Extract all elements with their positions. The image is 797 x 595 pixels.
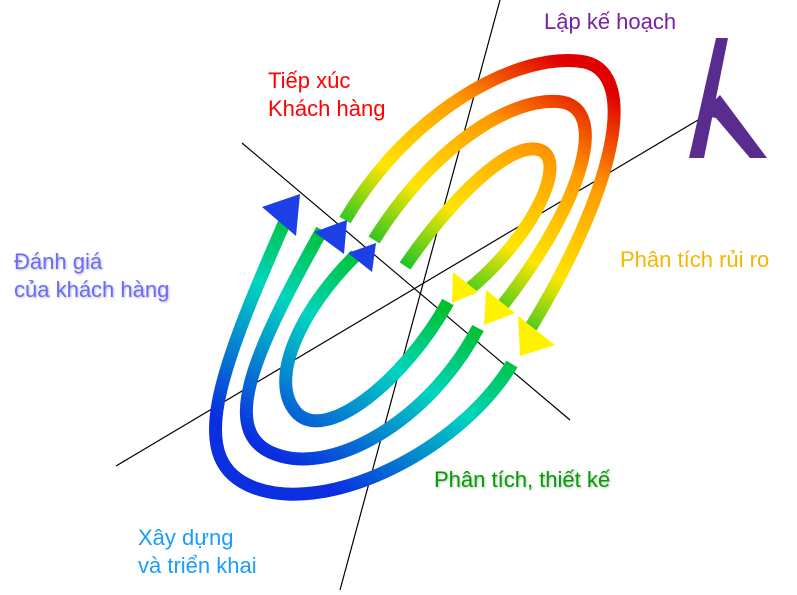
spiral-loop-inner xyxy=(279,250,454,428)
label-planning: Lập kế hoạch xyxy=(544,9,677,34)
arrowhead-middle-yellow xyxy=(484,290,515,325)
spiral-loop-outer xyxy=(209,207,518,501)
arrowhead-inner-yellow xyxy=(452,272,478,303)
blue-arrowheads xyxy=(262,194,376,272)
axis-line-diagonal-left xyxy=(241,142,571,421)
arrowhead-outer-yellow xyxy=(518,316,555,356)
axis-line-vertical xyxy=(339,0,501,591)
label-build-deploy-line2: và triển khai xyxy=(138,553,257,578)
yellow-arrowheads xyxy=(452,272,555,356)
label-customer-contact: Tiếp xúc Khách hàng xyxy=(268,67,385,123)
label-customer-evaluation-line2: của khách hàng xyxy=(14,277,170,302)
arrowhead-outer-blue xyxy=(262,194,300,236)
label-build-deploy-line1: Xây dựng xyxy=(138,525,234,550)
arrowhead-middle-blue xyxy=(314,220,347,254)
label-build-deploy: Xây dựng và triển khai xyxy=(138,524,257,580)
label-customer-contact-line1: Tiếp xúc xyxy=(268,68,351,93)
label-customer-evaluation-line1: Đánh giá xyxy=(14,249,103,274)
arrowhead-inner-blue xyxy=(348,243,376,272)
spiral-loops xyxy=(209,54,621,501)
label-customer-contact-line2: Khách hàng xyxy=(268,96,386,121)
h-letter-logo-icon xyxy=(689,38,767,158)
label-analysis-design: Phân tích, thiết kế xyxy=(434,467,611,492)
label-risk-analysis: Phân tích rủi ro xyxy=(620,247,770,272)
label-customer-evaluation: Đánh giá của khách hàng xyxy=(14,248,169,304)
spiral-loop-middle xyxy=(239,226,484,466)
spiral-loop-inner-top xyxy=(399,142,557,296)
spiral-loop-outer-top xyxy=(339,54,621,336)
spiral-loop-middle-top xyxy=(368,94,592,311)
